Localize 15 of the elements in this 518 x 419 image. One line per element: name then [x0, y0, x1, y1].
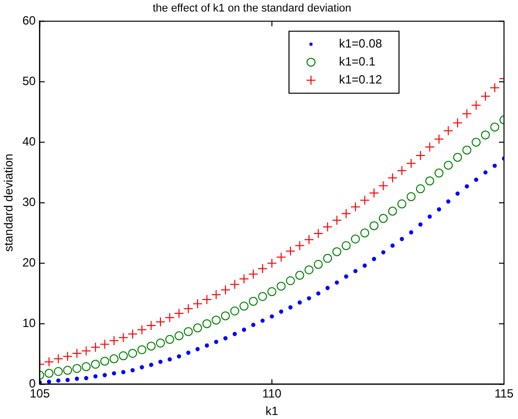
y-axis-title: standard deviation	[2, 154, 16, 252]
y-tick-label: 10	[22, 316, 36, 330]
y-tick-label: 40	[22, 134, 36, 149]
y-tick-label: 20	[22, 256, 36, 270]
x-tick-label: 115	[494, 386, 514, 401]
y-tick-label: 30	[22, 195, 36, 210]
x-tick-label: 110	[262, 386, 282, 401]
x-tick-label: 105	[30, 386, 50, 401]
x-axis-title: k1	[266, 404, 279, 418]
y-tick-label: 50	[22, 74, 36, 88]
legend-label: k1=0.08	[339, 36, 382, 51]
legend-label: k1=0.12	[339, 72, 382, 87]
legend-label: k1=0.1	[339, 54, 376, 69]
chart-title: the effect of k1 on the standard deviation	[152, 2, 352, 15]
y-tick-label: 60	[22, 14, 36, 28]
